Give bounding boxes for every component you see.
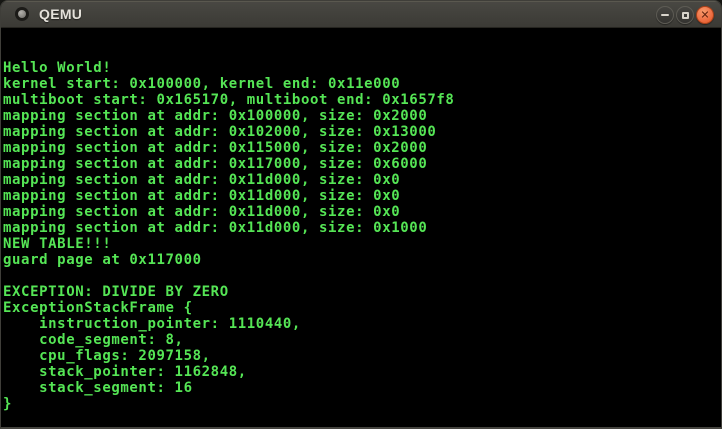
terminal-line: kernel start: 0x100000, kernel end: 0x11… <box>3 76 401 92</box>
close-icon: ✕ <box>700 8 710 21</box>
terminal-line: cpu_flags: 2097158, <box>3 348 211 364</box>
window-menu-icon[interactable] <box>15 7 29 21</box>
terminal-line: mapping section at addr: 0x11d000, size:… <box>3 172 401 188</box>
window-controls: ✕ <box>656 6 714 24</box>
window-title: QEMU <box>39 5 83 22</box>
terminal-line: mapping section at addr: 0x11d000, size:… <box>3 188 401 204</box>
terminal-line: mapping section at addr: 0x115000, size:… <box>3 140 428 156</box>
titlebar[interactable]: QEMU ✕ <box>1 1 721 28</box>
terminal-line: } <box>3 396 13 412</box>
maximize-button[interactable] <box>676 6 694 24</box>
terminal-line: code_segment: 8, <box>3 332 184 348</box>
minimize-button[interactable] <box>656 6 674 24</box>
terminal-line: stack_pointer: 1162848, <box>3 364 247 380</box>
terminal-line: mapping section at addr: 0x117000, size:… <box>3 156 428 172</box>
terminal-line: NEW TABLE!!! <box>3 236 112 252</box>
terminal-line: mapping section at addr: 0x11d000, size:… <box>3 220 428 236</box>
terminal-line: guard page at 0x117000 <box>3 252 202 268</box>
terminal-line: multiboot start: 0x165170, multiboot end… <box>3 92 455 108</box>
terminal-line: mapping section at addr: 0x100000, size:… <box>3 108 428 124</box>
terminal-line: ExceptionStackFrame { <box>3 300 193 316</box>
terminal-line: instruction_pointer: 1110440, <box>3 316 301 332</box>
terminal-line: Hello World! <box>3 60 112 76</box>
terminal-line: mapping section at addr: 0x102000, size:… <box>3 124 437 140</box>
close-button[interactable]: ✕ <box>696 6 714 24</box>
terminal-line: mapping section at addr: 0x11d000, size:… <box>3 204 401 220</box>
terminal-screen[interactable]: Hello World! kernel start: 0x100000, ker… <box>1 28 721 427</box>
maximize-icon <box>681 11 689 19</box>
window-icon-dot <box>18 10 26 18</box>
terminal-line: stack_segment: 16 <box>3 380 193 396</box>
minimize-icon <box>661 14 669 16</box>
terminal-line: EXCEPTION: DIVIDE BY ZERO <box>3 284 229 300</box>
terminal-line <box>3 268 721 284</box>
